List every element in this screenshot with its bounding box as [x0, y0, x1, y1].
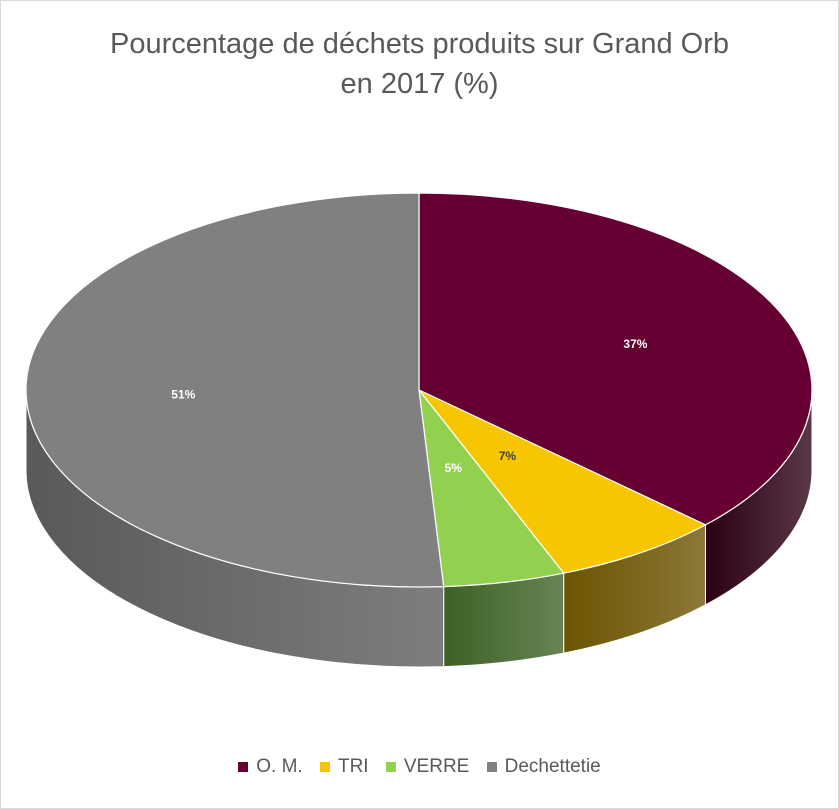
legend-swatch-tri — [319, 762, 330, 772]
legend: O. M. TRI VERRE Dechettetie — [0, 756, 839, 778]
legend-swatch-dechettetie — [486, 762, 497, 772]
pie-side-verre — [443, 572, 565, 668]
data-label-verre: 5% — [445, 461, 463, 475]
legend-item-om: O. M. — [238, 756, 303, 778]
chart-title-line-2: en 2017 (%) — [340, 68, 499, 100]
pie-labels: 37% 7% 5% 51% — [171, 337, 647, 475]
pie-top — [25, 192, 813, 588]
legend-item-verre: VERRE — [385, 756, 470, 778]
pie-slice-dechettetie — [25, 192, 445, 588]
legend-item-dechettetie: Dechettetie — [486, 756, 601, 778]
chart-title-line-1: Pourcentage de déchets produits sur Gran… — [109, 28, 730, 60]
pie-slice-tri — [418, 389, 707, 574]
legend-swatch-verre — [385, 762, 396, 772]
legend-item-tri: TRI — [319, 756, 369, 778]
legend-label-tri: TRI — [337, 756, 369, 777]
data-label-tri: 7% — [499, 449, 517, 463]
chart-title: Pourcentage de déchets produits sur Gran… — [0, 24, 839, 104]
legend-label-dechettetie: Dechettetie — [504, 756, 601, 777]
legend-label-om: O. M. — [256, 756, 303, 777]
data-label-o-m: 37% — [623, 337, 647, 351]
legend-swatch-om — [238, 762, 249, 772]
data-label-dechettetie: 51% — [171, 388, 195, 402]
pie-slice-o-m — [418, 192, 813, 526]
legend-label-verre: VERRE — [403, 756, 470, 777]
